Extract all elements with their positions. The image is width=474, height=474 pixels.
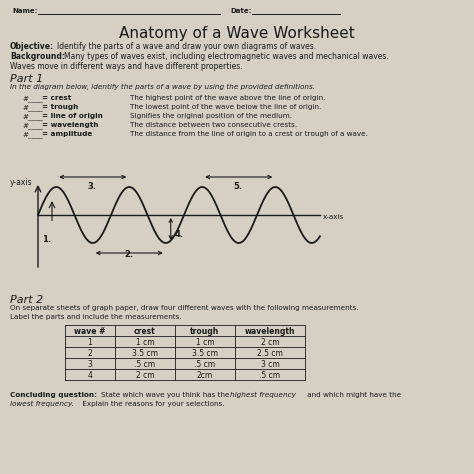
Text: 4: 4 — [88, 371, 92, 380]
Text: = trough: = trough — [42, 104, 78, 110]
Text: and which might have the: and which might have the — [305, 392, 401, 398]
Text: = crest: = crest — [42, 95, 71, 101]
Text: wave #: wave # — [74, 327, 106, 336]
Text: Waves move in different ways and have different properties.: Waves move in different ways and have di… — [10, 62, 243, 71]
Text: Date:: Date: — [230, 8, 251, 14]
Text: Label the parts and include the measurements.: Label the parts and include the measurem… — [10, 314, 182, 320]
Text: trough: trough — [191, 327, 219, 336]
Text: 2.: 2. — [124, 250, 133, 259]
Text: = wavelength: = wavelength — [42, 122, 99, 128]
Text: 3.5 cm: 3.5 cm — [192, 349, 218, 358]
Text: lowest frequency.: lowest frequency. — [10, 401, 74, 407]
Text: In the diagram below, identify the parts of a wave by using the provided definit: In the diagram below, identify the parts… — [10, 84, 315, 90]
Text: wavelength: wavelength — [245, 327, 295, 336]
Text: 1 cm: 1 cm — [196, 338, 214, 347]
Text: Many types of waves exist, including electromagnetic waves and mechanical waves.: Many types of waves exist, including ele… — [64, 52, 389, 61]
Text: 2.5 cm: 2.5 cm — [257, 349, 283, 358]
Text: y-axis: y-axis — [10, 178, 33, 187]
Text: #____: #____ — [22, 131, 43, 138]
Text: x-axis: x-axis — [323, 214, 344, 220]
Text: 5.: 5. — [234, 182, 243, 191]
Text: = line of origin: = line of origin — [42, 113, 103, 119]
Text: 1 cm: 1 cm — [136, 338, 155, 347]
Text: .5 cm: .5 cm — [194, 360, 216, 369]
Text: Anatomy of a Wave Worksheet: Anatomy of a Wave Worksheet — [119, 26, 355, 41]
Text: #____: #____ — [22, 113, 43, 120]
Text: crest: crest — [134, 327, 156, 336]
Text: #____: #____ — [22, 95, 43, 102]
Text: 3 cm: 3 cm — [261, 360, 279, 369]
Text: 4.: 4. — [175, 230, 184, 239]
Text: 2 cm: 2 cm — [261, 338, 279, 347]
Text: 1.: 1. — [42, 235, 51, 244]
Text: Part 1: Part 1 — [10, 74, 43, 84]
Text: Concluding question:: Concluding question: — [10, 392, 97, 398]
Text: .5 cm: .5 cm — [259, 371, 281, 380]
Text: The distance from the line of origin to a crest or trough of a wave.: The distance from the line of origin to … — [130, 131, 368, 137]
Text: Objective:: Objective: — [10, 42, 54, 51]
Text: #____: #____ — [22, 122, 43, 129]
Text: Name:: Name: — [12, 8, 37, 14]
Text: = amplitude: = amplitude — [42, 131, 92, 137]
Text: On separate sheets of graph paper, draw four different waves with the following : On separate sheets of graph paper, draw … — [10, 305, 358, 311]
Text: 2 cm: 2 cm — [136, 371, 155, 380]
Text: 1: 1 — [88, 338, 92, 347]
Text: Explain the reasons for your selections.: Explain the reasons for your selections. — [80, 401, 225, 407]
Text: The highest point of the wave above the line of origin.: The highest point of the wave above the … — [130, 95, 325, 101]
Text: 3.5 cm: 3.5 cm — [132, 349, 158, 358]
Text: Signifies the original position of the medium.: Signifies the original position of the m… — [130, 113, 292, 119]
Text: 2: 2 — [88, 349, 92, 358]
Text: .5 cm: .5 cm — [135, 360, 155, 369]
Text: 3: 3 — [88, 360, 92, 369]
Text: 2cm: 2cm — [197, 371, 213, 380]
Text: 3.: 3. — [88, 182, 97, 191]
Text: highest frequency: highest frequency — [230, 392, 296, 398]
Text: State which wave you think has the: State which wave you think has the — [101, 392, 232, 398]
Text: #____: #____ — [22, 104, 43, 111]
Text: The distance between two consecutive crests.: The distance between two consecutive cre… — [130, 122, 297, 128]
Text: The lowest point of the wave below the line of origin.: The lowest point of the wave below the l… — [130, 104, 321, 110]
Text: Identify the parts of a wave and draw your own diagrams of waves.: Identify the parts of a wave and draw yo… — [57, 42, 316, 51]
Text: Part 2: Part 2 — [10, 295, 43, 305]
Text: Background:: Background: — [10, 52, 65, 61]
